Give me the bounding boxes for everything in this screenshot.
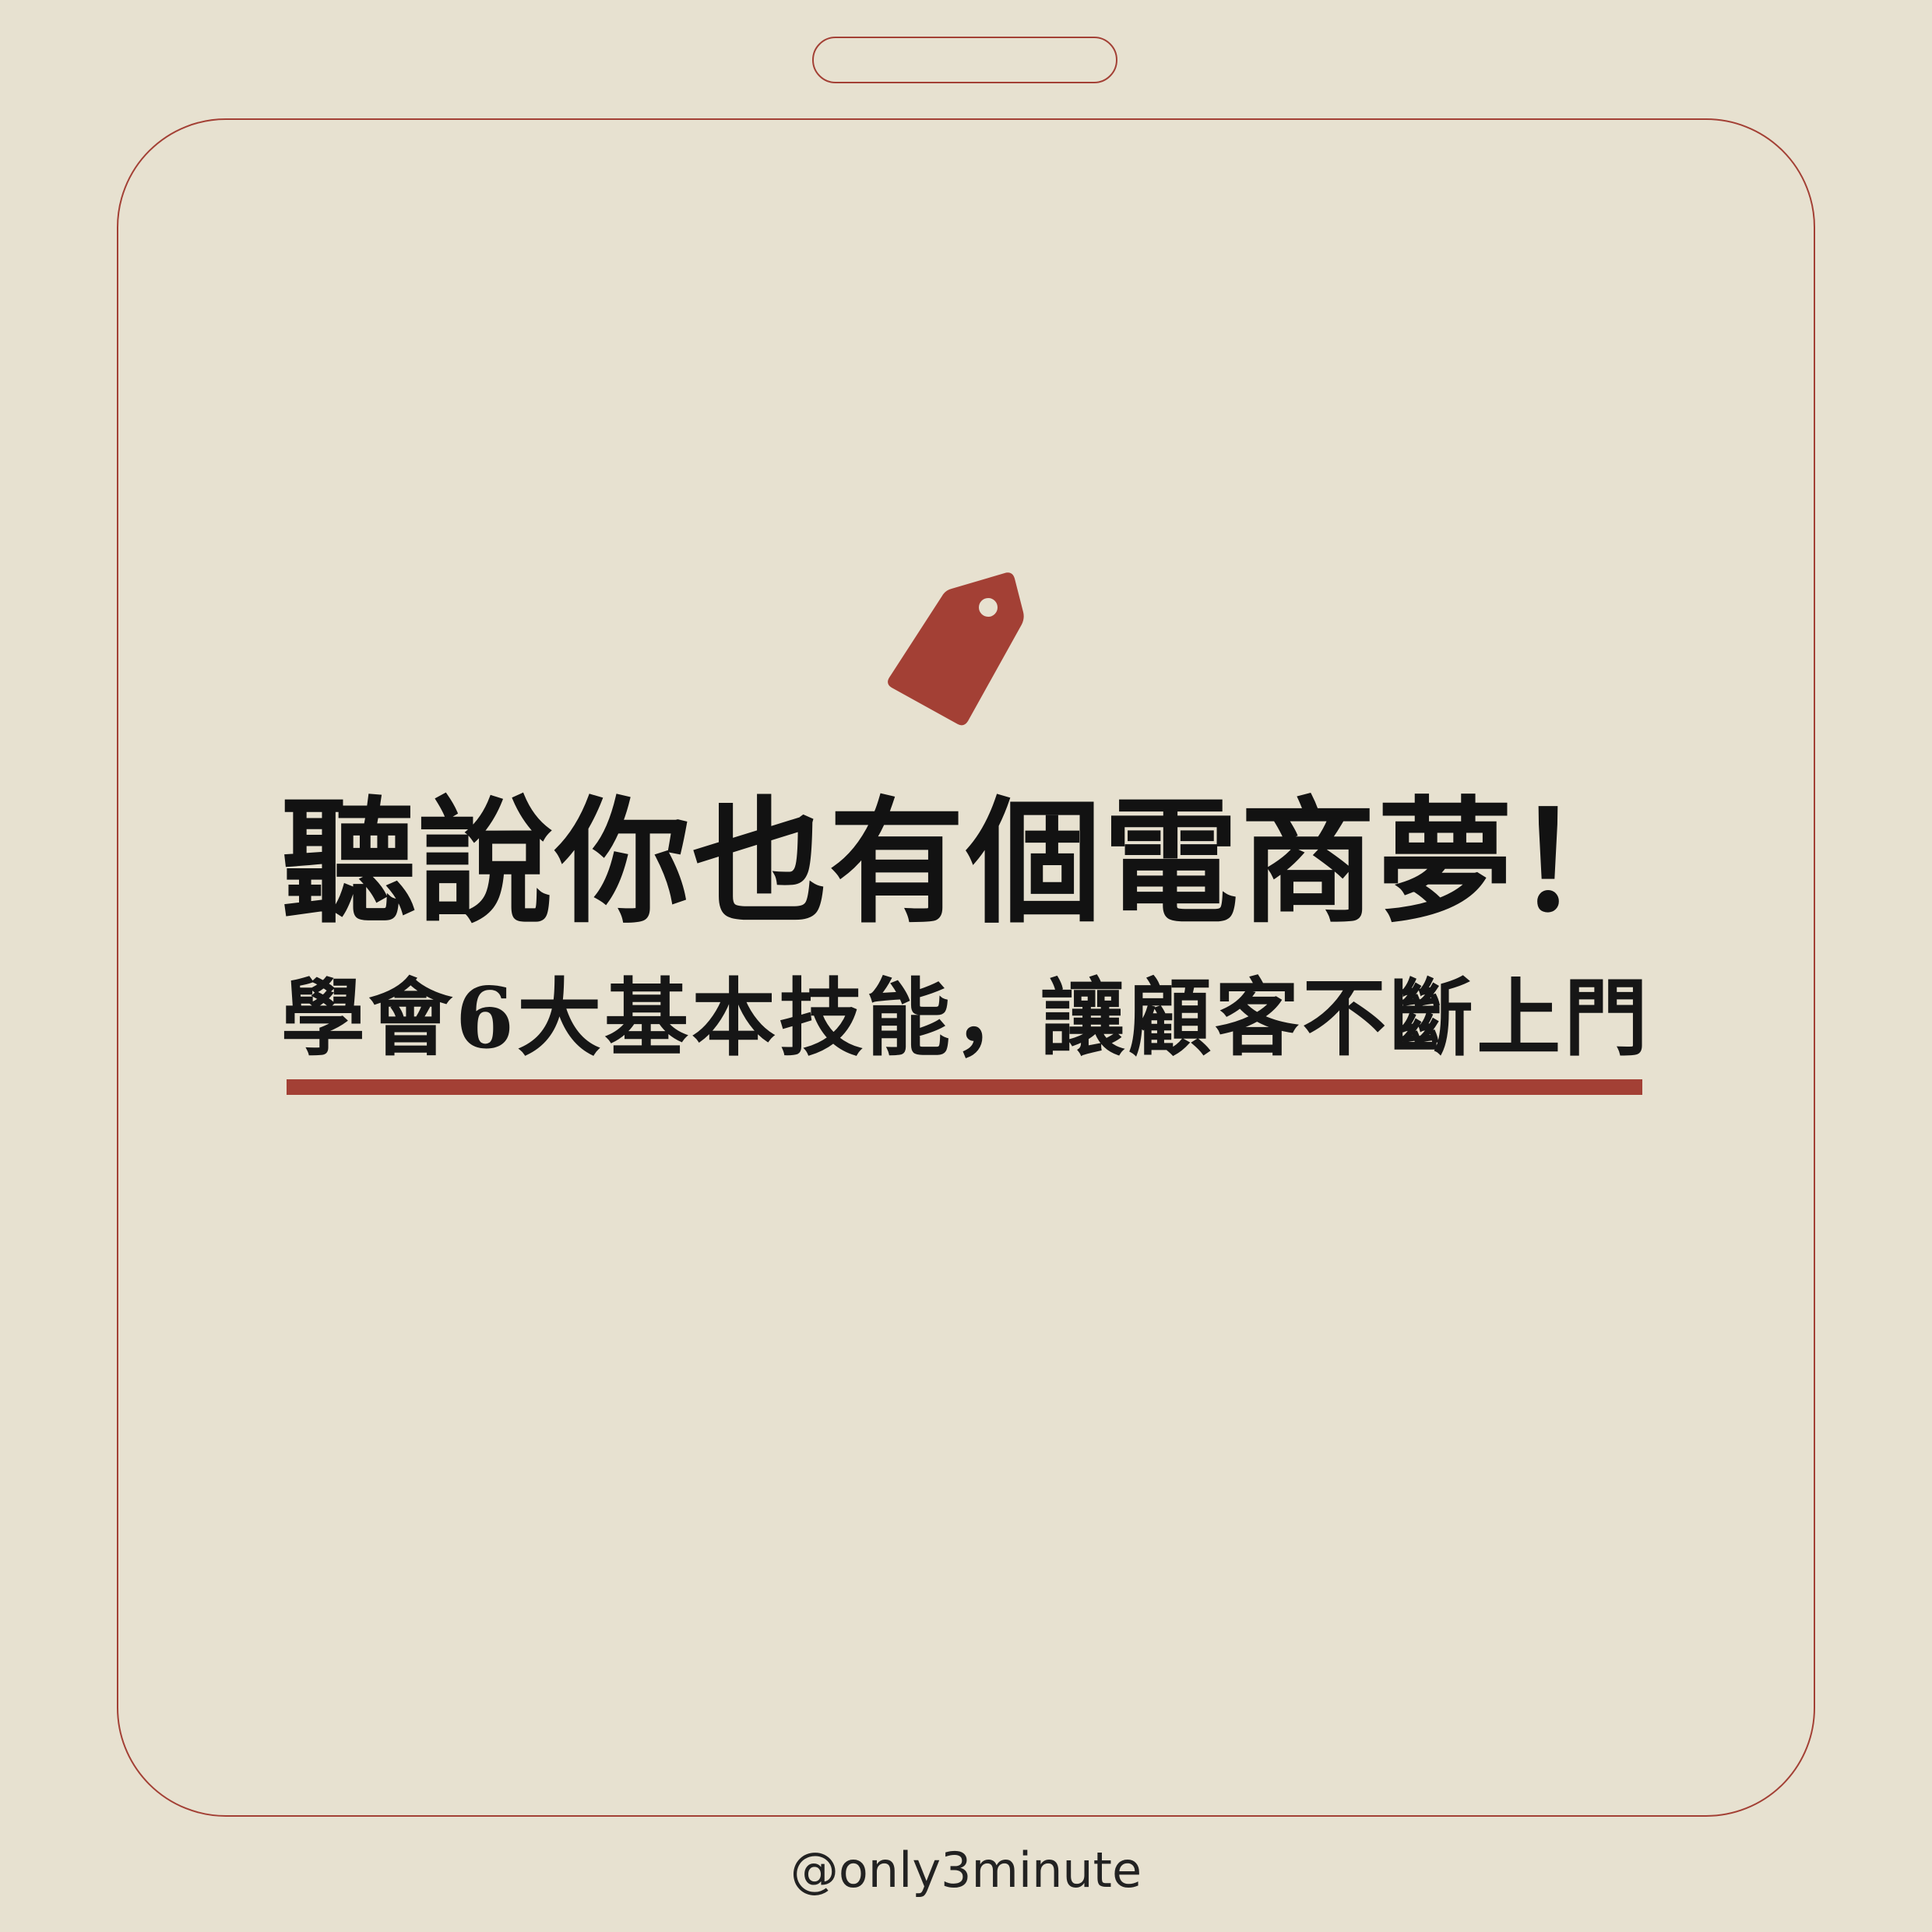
headline: 聽說你也有個電商夢！ bbox=[280, 783, 1652, 942]
account-handle: @only3minute bbox=[790, 1842, 1142, 1899]
price-tag-icon bbox=[888, 572, 1024, 726]
subheadline: 學會6大基本技能，讓顧客不斷上門 bbox=[280, 970, 1652, 1068]
accent-underline bbox=[287, 1079, 1642, 1095]
top-slot-decoration bbox=[812, 37, 1117, 83]
card-frame bbox=[117, 118, 1815, 1817]
